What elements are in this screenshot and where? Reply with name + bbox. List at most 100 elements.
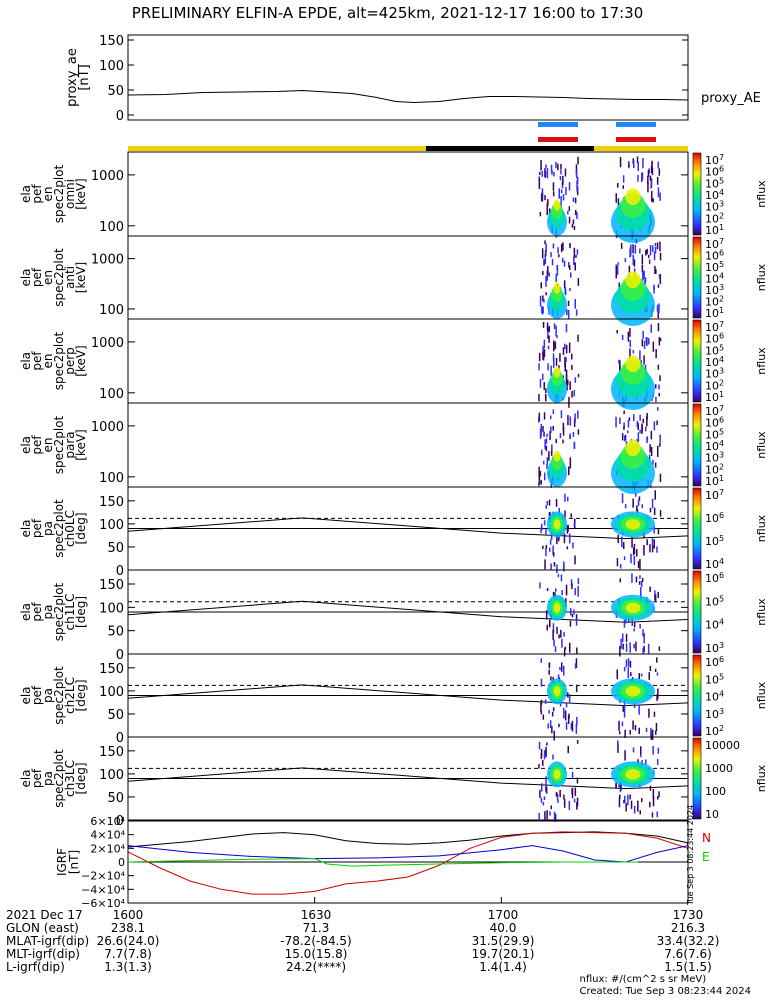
spectrogram-pixel	[568, 800, 571, 811]
spectrogram-pixel	[551, 725, 553, 734]
spectrogram-pixel	[576, 802, 578, 810]
spectrogram-pixel	[657, 161, 659, 169]
spectrogram-pixel	[632, 350, 635, 354]
spectrogram-pixel	[542, 801, 545, 806]
spectrogram-pixel	[558, 507, 560, 516]
spectrogram-pixel	[575, 684, 578, 692]
spectrogram-pixel	[543, 460, 545, 465]
spectrogram-pixel	[640, 580, 643, 587]
timeline-row-value: 7.7(7.8)	[104, 947, 152, 961]
spectrogram-pixel	[656, 811, 658, 818]
spectrogram-pixel	[649, 785, 652, 791]
spectrogram-pixel	[548, 208, 551, 214]
colorbar-tick-label: 104	[705, 618, 724, 632]
spectrogram-pixel	[561, 638, 563, 648]
spectrogram-pixel	[559, 433, 562, 439]
spectrogram-pixel	[543, 299, 545, 303]
spectrogram-pixel	[636, 505, 638, 512]
spectrogram-ylabel-3: elapefenspec2plotpara[keV]	[19, 415, 88, 474]
colorbar-tick-label: 104	[705, 690, 724, 704]
spectrogram-core	[625, 439, 641, 457]
spectrogram-pixel	[555, 588, 557, 592]
spectrogram-pixel	[657, 445, 659, 457]
spectrogram-pixel	[547, 327, 549, 339]
spectrogram-pixel	[622, 633, 624, 643]
spectrogram-pixel	[540, 699, 543, 705]
colorbar-tick-label: 106	[705, 655, 724, 669]
spectrogram-pixel	[618, 359, 620, 364]
spectrogram-pixel	[645, 249, 647, 256]
spectrogram-ytick-label: 50	[107, 708, 124, 723]
spectrogram-pixel	[642, 629, 644, 637]
spectrogram-pixel	[559, 790, 561, 798]
spectrogram-pixel	[657, 312, 659, 319]
spectrogram-pixel	[569, 433, 571, 439]
spectrogram-pixel	[659, 338, 662, 342]
spectrogram-pixel	[541, 188, 544, 198]
spectrogram-pixel	[546, 201, 549, 207]
timeline-row-value: 7.6(7.6)	[664, 947, 712, 961]
igrf-ytick-label: −4×10⁴	[81, 883, 125, 896]
colorbar-0	[692, 152, 702, 236]
spectrogram-pixel	[640, 746, 642, 755]
spectrogram-core	[625, 686, 641, 697]
spectrogram-pixel	[617, 740, 619, 744]
spectrogram-core	[553, 450, 561, 462]
spectrogram-pixel	[650, 727, 652, 738]
spectrogram-pixel	[657, 688, 659, 699]
spectrogram-pixel	[555, 499, 558, 507]
spectrogram-pixel	[540, 710, 543, 715]
timeline-row-label: 2021 Dec 17	[6, 908, 83, 922]
spectrogram-pixel	[656, 177, 659, 185]
spectrogram-pixel	[555, 358, 558, 366]
spectrogram-pixel	[629, 794, 631, 800]
colorbar-3	[692, 403, 702, 487]
spectrogram-pixel	[558, 188, 560, 199]
spectrogram-ytick-label: 150	[99, 578, 124, 593]
spectrogram-pixel	[637, 561, 640, 568]
colorbar-tick-label: 101	[705, 223, 724, 237]
proxy-ae-ytick-label: 0	[116, 109, 124, 124]
spectrogram-pixel	[550, 676, 552, 681]
spectrogram-pixel	[565, 323, 568, 333]
spectrogram-pixel	[576, 212, 578, 219]
spectrogram-pixel	[572, 197, 575, 202]
shadow-bar	[426, 146, 594, 151]
spectrogram-pixel	[540, 797, 543, 803]
spectrogram-pixel	[542, 295, 544, 302]
spectrogram-pixel	[629, 339, 631, 348]
spectrogram-pixel	[552, 426, 554, 431]
spectrogram-pixel	[653, 286, 655, 290]
spectrogram-core	[553, 519, 561, 530]
spectrogram-pixel	[659, 434, 661, 443]
colorbar-tick-label: 105	[705, 260, 724, 274]
timeline-row-label: MLT-igrf(dip)	[6, 947, 80, 961]
proxy-ae-frame	[127, 34, 689, 121]
spectrogram-pixel	[619, 417, 621, 424]
spectrogram-pixel	[544, 249, 547, 257]
spectrogram-pixel	[574, 787, 577, 796]
spectrogram-pixel	[647, 175, 649, 185]
spectrogram-ytick-label: 100	[99, 220, 124, 235]
spectrogram-pixel	[621, 721, 624, 727]
spectrogram-pixel	[630, 800, 633, 809]
spectrogram-pixel	[564, 289, 567, 296]
igrf-series-line-1	[127, 831, 689, 895]
colorbar-tick-label: 102	[705, 462, 724, 476]
colorbar-tick-label: 106	[705, 571, 724, 585]
spectrogram-pixel	[575, 210, 577, 216]
spectrogram-pixel	[550, 450, 553, 456]
spectrogram-pixel	[575, 164, 578, 175]
spectrogram-pixel	[554, 646, 557, 653]
colorbar-tick-label: 107	[705, 488, 724, 502]
spectrogram-pixel	[544, 699, 547, 704]
spectrogram-pixel	[622, 175, 625, 183]
spectrogram-pixel	[575, 254, 577, 258]
spectrogram-pixel	[643, 270, 645, 280]
spectrogram-pixel	[557, 163, 559, 171]
spectrogram-pixel	[655, 723, 658, 732]
spectrogram-pixel	[563, 794, 565, 800]
spectrogram-pixel	[576, 716, 578, 726]
sunlit-bar-1	[128, 146, 426, 151]
colorbar-4	[692, 487, 702, 570]
